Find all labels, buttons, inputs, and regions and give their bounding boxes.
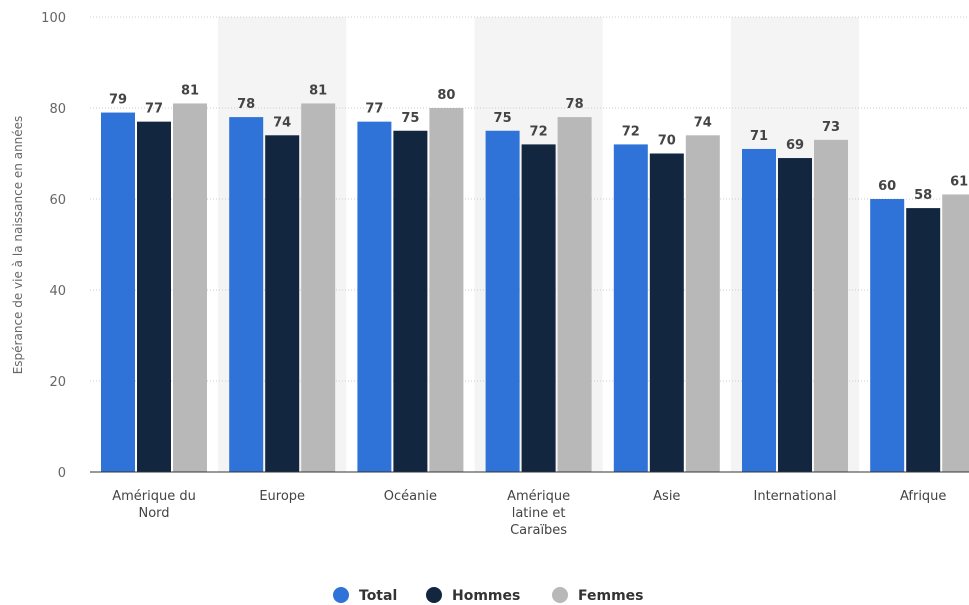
x-category-label-line: Océanie — [384, 489, 437, 504]
legend-item-total: Total — [333, 587, 397, 604]
y-axis-title: Espérance de vie à la naissance en année… — [11, 116, 25, 375]
x-category-label-line: Afrique — [900, 489, 946, 504]
x-category-label: Afrique — [900, 489, 946, 504]
legend-marker-icon — [426, 587, 442, 603]
x-category-label-line: Caraïbes — [510, 523, 567, 538]
x-category-label: Europe — [259, 489, 305, 504]
value-label: 72 — [530, 124, 548, 139]
x-category-label-line: Amérique du — [112, 489, 196, 504]
value-label: 60 — [878, 179, 896, 194]
value-label: 78 — [237, 97, 255, 112]
bar-total — [742, 148, 776, 472]
bar-total — [101, 112, 135, 473]
legend-marker-icon — [552, 587, 568, 603]
x-category-label-line: Europe — [259, 489, 305, 504]
bar-hommes — [649, 153, 684, 472]
bar-hommes — [906, 208, 941, 472]
value-labels: 79 77 81 78 74 81 77 75 80 75 72 78 72 70 74 71 69 73 60 58… — [109, 83, 968, 203]
x-category-label: Amérique latine et Caraïbes — [507, 489, 570, 538]
y-axis-ticks: 0 20 40 60 80 100 — [41, 11, 66, 481]
bar-femmes — [814, 139, 848, 472]
x-category-label: Océanie — [384, 489, 437, 504]
bar-total — [613, 144, 648, 472]
value-label: 61 — [950, 174, 968, 189]
legend-label: Hommes — [452, 588, 520, 604]
x-category-label-line: International — [754, 489, 837, 504]
legend-item-hommes: Hommes — [426, 587, 520, 604]
value-label: 75 — [401, 111, 419, 126]
x-category-label: Amérique du Nord — [112, 489, 196, 521]
bar-hommes — [137, 121, 171, 473]
value-label: 78 — [566, 97, 584, 112]
legend: Total Hommes Femmes — [333, 587, 644, 604]
value-label: 58 — [914, 188, 932, 203]
value-label: 75 — [494, 111, 512, 126]
legend-label: Total — [359, 588, 397, 604]
bar-total — [870, 199, 905, 472]
value-label: 73 — [822, 120, 840, 135]
bar-femmes — [685, 135, 720, 473]
value-label: 74 — [694, 115, 712, 130]
legend-label: Femmes — [578, 588, 644, 604]
bar-hommes — [265, 135, 300, 473]
value-label: 74 — [273, 115, 291, 130]
bar-hommes — [521, 144, 556, 472]
y-tick-label: 100 — [41, 11, 66, 26]
value-label: 72 — [622, 124, 640, 139]
x-category-label-line: latine et — [512, 506, 566, 521]
bar-femmes — [557, 117, 592, 472]
y-tick-label: 20 — [49, 375, 66, 390]
bar-hommes — [393, 130, 428, 472]
legend-marker-icon — [333, 587, 349, 603]
bar-total — [229, 117, 264, 472]
bar-total — [357, 121, 392, 473]
y-tick-label: 40 — [49, 284, 66, 299]
value-label: 81 — [309, 83, 327, 98]
bar-femmes — [429, 108, 464, 472]
x-category-label: Asie — [653, 489, 680, 504]
value-label: 70 — [658, 134, 676, 149]
legend-item-femmes: Femmes — [552, 587, 644, 604]
y-tick-label: 60 — [49, 193, 66, 208]
y-tick-label: 80 — [49, 102, 66, 117]
bar-femmes — [301, 103, 336, 472]
value-label: 81 — [181, 83, 199, 98]
bar-femmes — [942, 194, 969, 472]
value-label: 69 — [786, 138, 804, 153]
value-label: 79 — [109, 93, 127, 108]
x-category-label: International — [754, 489, 837, 504]
value-label: 77 — [145, 102, 163, 117]
value-label: 77 — [365, 102, 383, 117]
value-label: 71 — [750, 129, 768, 144]
value-label: 80 — [437, 88, 455, 103]
bar-total — [485, 130, 520, 472]
x-category-label-line: Nord — [138, 506, 169, 521]
bar-femmes — [173, 103, 207, 472]
x-category-label-line: Amérique — [507, 489, 570, 504]
y-tick-label: 0 — [58, 466, 66, 481]
bars — [101, 103, 969, 473]
x-category-label-line: Asie — [653, 489, 680, 504]
bar-hommes — [778, 158, 812, 473]
x-axis-labels: Amérique du Nord Europe Océanie Amérique lati… — [112, 489, 946, 538]
